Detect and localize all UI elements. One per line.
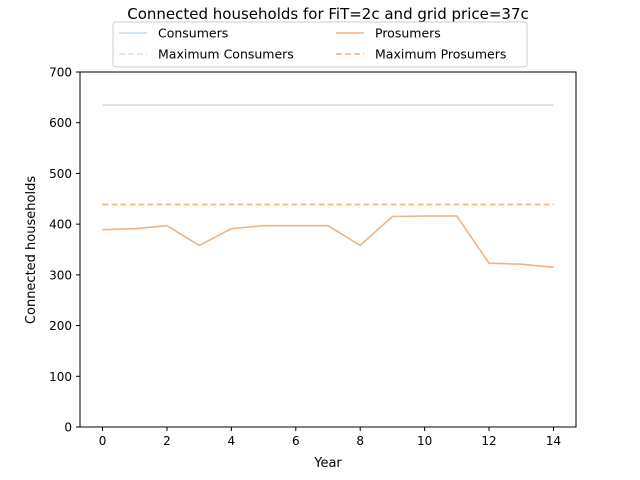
x-tick-label: 8: [356, 434, 364, 448]
x-tick-label: 14: [546, 434, 561, 448]
y-tick-label: 500: [49, 167, 72, 181]
y-tick-label: 700: [49, 66, 72, 80]
x-axis: 0 2 4 6 8 10 12 14: [99, 427, 561, 448]
x-tick-label: 6: [292, 434, 300, 448]
y-tick-label: 200: [49, 319, 72, 333]
legend-box: [112, 21, 528, 68]
plot-frame: [79, 71, 577, 428]
y-axis: 0 100 200 300 400 500 600 700: [49, 66, 80, 435]
x-axis-label: Year: [313, 456, 342, 471]
x-tick-label: 0: [99, 434, 107, 448]
legend-label: Consumers: [158, 26, 228, 41]
y-axis-label: Connected households: [24, 176, 39, 324]
series-prosumers: [102, 215, 554, 269]
y-tick-label: 100: [49, 370, 72, 384]
x-tick-label: 10: [417, 434, 432, 448]
y-tick-label: 400: [49, 218, 72, 232]
chart-title: Connected households for FiT=2c and grid…: [127, 5, 528, 23]
legend-label: Maximum Prosumers: [375, 47, 506, 62]
plot-area: [79, 71, 577, 428]
y-tick-label: 300: [49, 268, 72, 282]
legend-label: Prosumers: [375, 26, 441, 41]
y-tick-label: 0: [64, 421, 72, 435]
x-tick-label: 2: [163, 434, 171, 448]
series-layer: [102, 104, 554, 269]
y-tick-label: 600: [49, 116, 72, 130]
x-tick-label: 12: [481, 434, 496, 448]
legend-label: Maximum Consumers: [158, 47, 294, 62]
legend: Consumers Maximum Consumers Prosumers Maxim…: [112, 21, 528, 68]
x-tick-label: 4: [228, 434, 236, 448]
